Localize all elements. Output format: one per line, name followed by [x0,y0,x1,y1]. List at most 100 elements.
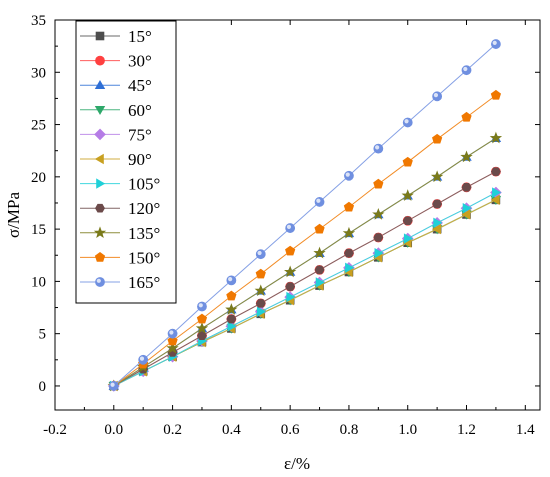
data-point [314,223,325,234]
y-tick-label: 15 [31,222,46,238]
data-point [492,187,502,198]
legend-label: 135° [128,224,160,243]
legend-label: 30° [128,52,152,71]
y-tick-label: 25 [31,118,46,134]
legend-entry: 120° [80,199,160,218]
data-point [433,217,443,229]
x-tick-label: 1.2 [457,422,476,438]
marker-sphere-highlight [257,250,262,256]
marker-sphere-highlight [463,66,468,72]
legend-box [75,20,177,304]
data-point [372,207,385,220]
series-line [113,94,497,387]
marker-sphere-highlight [96,278,101,283]
data-point [431,223,441,235]
data-point [461,183,472,192]
data-point [313,246,326,259]
x-tick-label: 1.0 [398,422,417,438]
x-tick-label: 0.6 [281,422,300,438]
data-point [373,178,384,189]
y-tick-label: 5 [39,327,47,343]
data-point [167,328,178,339]
legend-entry: 135° [80,224,160,243]
legend-label: 105° [128,175,160,194]
x-tick-label: 0.2 [163,422,182,438]
marker-sphere-highlight [228,277,233,282]
data-point [226,275,237,286]
legend-entry: 90° [80,150,152,169]
data-point [402,216,413,226]
x-tick-label: 1.4 [516,422,535,438]
data-point [430,170,444,183]
marker-sphere-highlight [345,172,350,177]
data-point [285,245,296,256]
data-point [166,341,179,354]
legend-label: 120° [128,199,160,218]
series-105° [109,187,502,392]
marker-sphere-highlight [169,330,174,335]
data-point [373,143,384,154]
data-point [255,299,266,308]
data-point [285,223,296,233]
legend-entry: 15° [80,27,152,46]
x-axis-ticks: -0.2 0.0 0.2 0.4 0.6 0.8 1.0 1.2 1.4 [43,20,535,438]
data-point [197,301,207,312]
legend-marker [96,178,106,189]
legend-entry: 165° [80,273,160,292]
legend-entry: 150° [80,248,160,267]
data-point [195,321,209,334]
data-point [343,248,354,258]
data-point [283,265,297,278]
marker-sphere-highlight [433,93,439,98]
data-point [432,91,443,102]
x-tick-label: -0.2 [43,422,67,438]
y-tick-label: 20 [31,170,46,186]
marker-sphere-highlight [492,40,497,45]
data-point [402,117,413,128]
data-point [285,282,296,291]
legend-marker [95,55,105,66]
legend-marker [94,128,106,141]
y-tick-label: 30 [31,65,46,81]
data-point [401,189,414,201]
data-point [226,290,237,301]
legend: 15° 30° 45° 60° 75° 90° 105° 120° 135° 150° 165° [75,20,177,304]
data-point [402,156,413,167]
data-point [343,201,355,212]
x-tick-label: 0.4 [222,422,241,438]
legend-entry: 75° [80,125,152,144]
y-tick-label: 10 [31,274,46,290]
data-point [314,265,325,275]
data-point [462,203,472,214]
legend-marker [94,252,106,262]
data-point [461,65,472,76]
data-point [138,354,149,365]
legend-label: 165° [128,273,160,292]
data-point [489,131,503,144]
marker-sphere-highlight [404,119,409,124]
legend-marker [95,31,105,41]
data-point [460,150,473,163]
legend-label: 45° [128,76,152,95]
legend-entry: 60° [80,101,152,120]
data-point [432,199,443,209]
data-point [432,133,443,144]
legend-marker [95,203,105,213]
y-tick-label: 35 [31,13,46,29]
series-line [113,137,497,387]
data-point [254,284,267,297]
data-point [345,262,355,273]
legend-entry: 30° [80,52,152,71]
data-point [491,39,501,49]
data-point [490,89,502,100]
data-point [342,226,356,239]
data-point [490,167,501,176]
data-point [196,313,208,324]
legend-label: 150° [128,248,160,267]
plot-frame [54,19,541,411]
y-tick-label: 0 [39,379,47,395]
marker-sphere-highlight [139,356,145,361]
data-point [373,233,384,242]
y-axis-label: σ/MPa [4,192,23,238]
legend-entry: 105° [80,175,160,194]
